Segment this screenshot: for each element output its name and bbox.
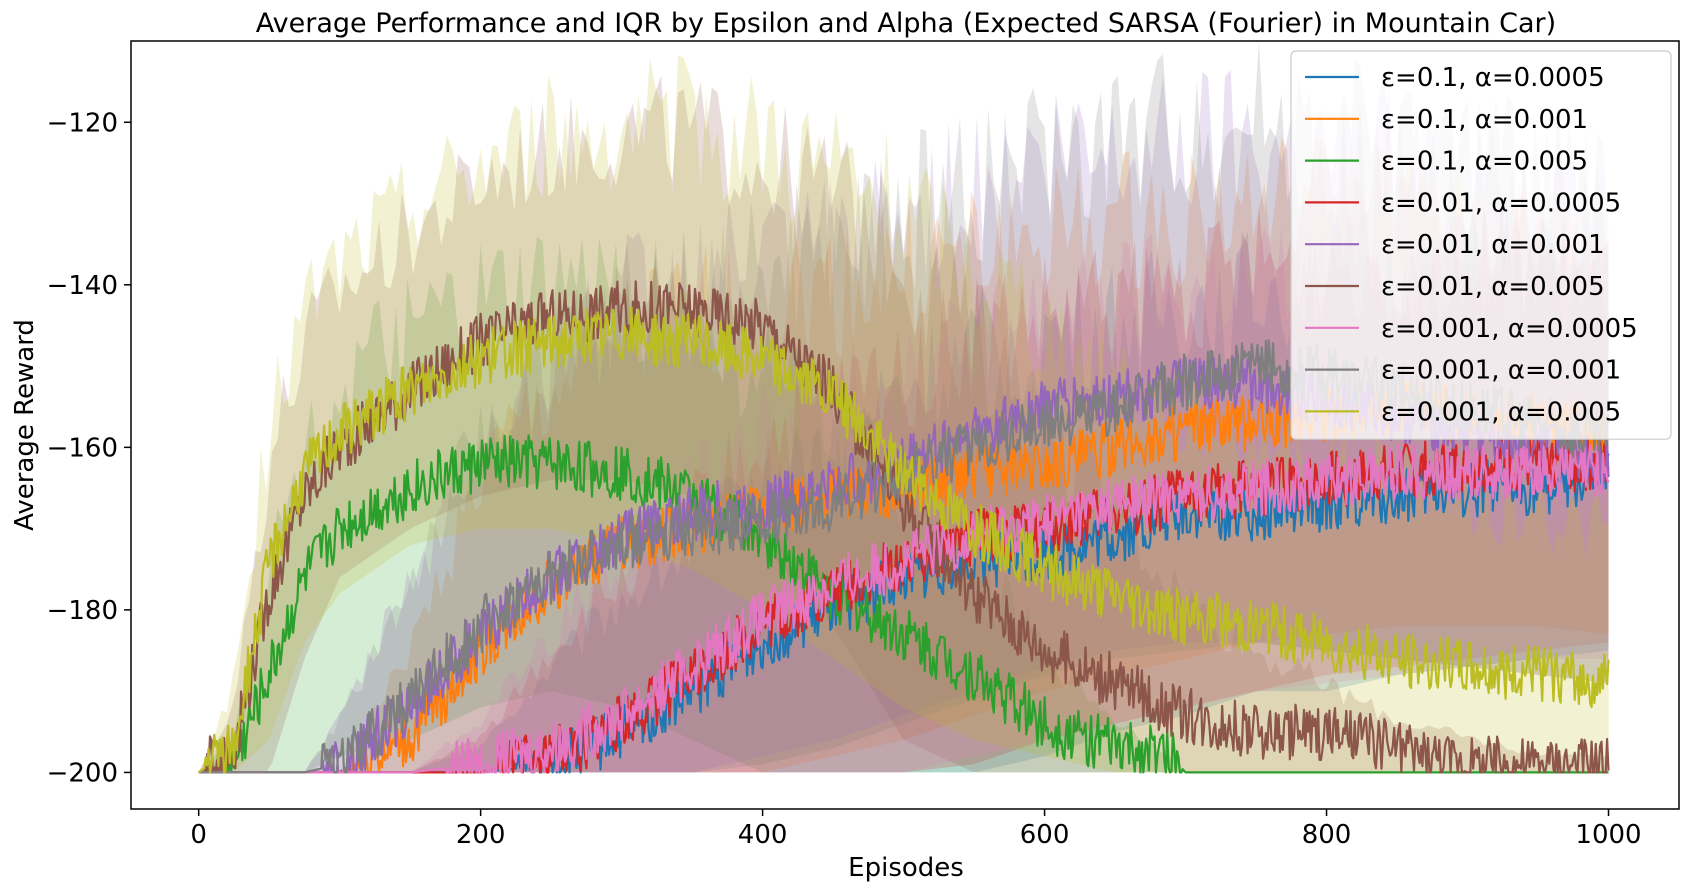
legend-label: ε=0.1, α=0.0005 bbox=[1381, 63, 1605, 93]
legend-label: ε=0.1, α=0.005 bbox=[1381, 147, 1588, 177]
y-axis-title: Average Reward bbox=[10, 319, 40, 531]
x-tick-label: 1000 bbox=[1575, 820, 1641, 850]
x-tick-label: 200 bbox=[456, 820, 506, 850]
x-axis-title: Episodes bbox=[848, 853, 964, 883]
x-tick-label: 400 bbox=[738, 820, 788, 850]
y-tick-label: −140 bbox=[47, 271, 118, 301]
x-tick-label: 600 bbox=[1020, 820, 1070, 850]
y-tick-label: −180 bbox=[47, 596, 118, 626]
legend-label: ε=0.001, α=0.005 bbox=[1381, 397, 1621, 427]
legend-label: ε=0.01, α=0.0005 bbox=[1381, 188, 1621, 218]
legend-label: ε=0.001, α=0.001 bbox=[1381, 356, 1621, 386]
legend-label: ε=0.1, α=0.001 bbox=[1381, 105, 1588, 135]
iqr-band bbox=[198, 55, 1609, 773]
y-tick-label: −160 bbox=[47, 433, 118, 463]
legend: ε=0.1, α=0.0005 ε=0.1, α=0.001 ε=0.1, α=0.… bbox=[1290, 50, 1672, 440]
legend-label: ε=0.01, α=0.001 bbox=[1381, 230, 1605, 260]
legend-label: ε=0.001, α=0.0005 bbox=[1381, 314, 1638, 344]
series-line bbox=[198, 280, 1610, 774]
legend-box bbox=[1290, 50, 1672, 440]
x-tick-label: 0 bbox=[190, 820, 207, 850]
y-axis: −200 −180 −160 −140 −120 bbox=[47, 108, 131, 788]
iqr-band bbox=[198, 75, 1609, 773]
y-tick-label: −200 bbox=[47, 758, 118, 788]
legend-label: ε=0.01, α=0.005 bbox=[1381, 272, 1605, 302]
plot-frame bbox=[130, 40, 1680, 810]
chart-title: Average Performance and IQR by Epsilon a… bbox=[256, 8, 1556, 39]
x-tick-label: 800 bbox=[1302, 820, 1352, 850]
series-line bbox=[198, 306, 1610, 774]
x-axis: 0 200 400 600 800 1000 bbox=[190, 809, 1642, 850]
series-line bbox=[198, 443, 1610, 774]
series-line bbox=[198, 434, 1609, 774]
y-tick-label: −120 bbox=[47, 108, 118, 138]
iqr-band bbox=[198, 236, 1609, 773]
